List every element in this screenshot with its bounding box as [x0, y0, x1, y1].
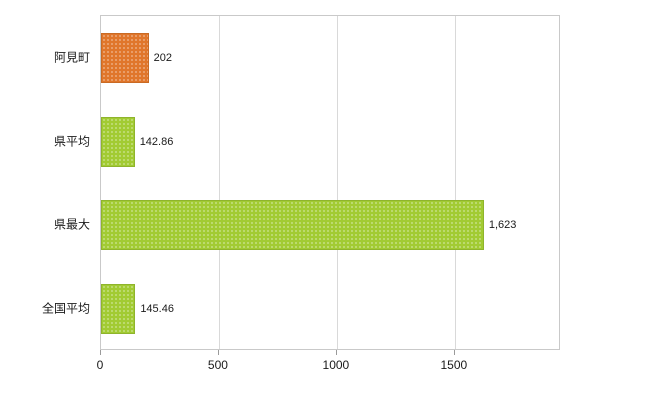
- x-axis: 0 500 1000 1500: [96, 350, 560, 380]
- x-tick-mark: [335, 350, 337, 355]
- bar-0[interactable]: [101, 32, 149, 83]
- plot-area: 202 142.86 1,623 145.46: [100, 15, 560, 350]
- bar-3[interactable]: [101, 284, 136, 335]
- bar-row: 202: [101, 32, 559, 83]
- bar-value-label: 202: [153, 51, 172, 64]
- gridline: [454, 16, 456, 349]
- category-label: 阿見町: [53, 50, 90, 65]
- x-tick-label: 1500: [440, 358, 468, 372]
- bar-row: 145.46: [101, 284, 559, 335]
- bar-1[interactable]: [101, 116, 135, 167]
- gridline: [336, 16, 338, 349]
- bar-value-label: 142.86: [139, 135, 174, 148]
- bar-2[interactable]: [101, 200, 484, 251]
- gridline: [218, 16, 220, 349]
- bar-value-label: 1,623: [488, 219, 517, 232]
- bar-row: 1,623: [101, 200, 559, 251]
- bar-value-label: 145.46: [140, 303, 174, 316]
- x-tick-label: 500: [207, 358, 228, 372]
- category-label: 県平均: [53, 134, 90, 149]
- x-tick-label: 1000: [322, 358, 350, 372]
- y-axis-labels: 阿見町県平均県最大全国平均: [0, 15, 94, 350]
- x-tick-mark: [453, 350, 455, 355]
- category-label: 全国平均: [41, 301, 90, 316]
- x-tick-mark: [100, 350, 101, 355]
- x-tick-label: 0: [96, 358, 104, 372]
- x-tick-mark: [217, 350, 219, 355]
- category-label: 県最大: [53, 217, 90, 232]
- bar-row: 142.86: [101, 116, 559, 167]
